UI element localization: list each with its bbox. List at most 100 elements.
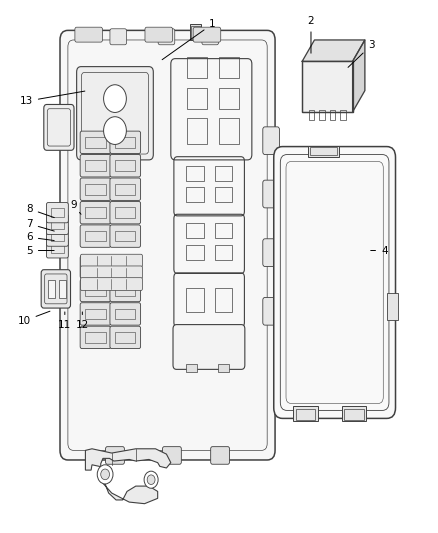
Bar [51,231,64,241]
Bar [115,160,135,171]
FancyBboxPatch shape [46,226,68,246]
FancyBboxPatch shape [211,447,230,464]
Text: 2: 2 [307,17,314,53]
Polygon shape [302,40,365,61]
Text: 10: 10 [18,311,50,326]
Bar [186,364,197,372]
Bar [296,409,315,420]
Bar [219,88,239,109]
FancyBboxPatch shape [75,27,102,42]
FancyBboxPatch shape [41,270,71,308]
Bar [191,26,200,39]
Bar [342,406,366,421]
Bar [115,285,135,296]
Text: 4: 4 [371,246,388,255]
Bar [215,187,232,202]
Bar [85,160,106,171]
Bar [85,285,106,296]
Text: 12: 12 [76,312,89,330]
Circle shape [103,117,127,144]
FancyBboxPatch shape [81,278,142,290]
Bar [308,146,339,157]
FancyBboxPatch shape [110,326,141,349]
Bar [85,207,106,218]
Text: 9: 9 [70,200,81,214]
FancyBboxPatch shape [60,30,275,460]
Bar [187,57,207,78]
FancyBboxPatch shape [80,201,111,224]
Bar [51,208,64,217]
FancyBboxPatch shape [80,155,111,177]
FancyBboxPatch shape [110,178,141,200]
FancyBboxPatch shape [81,254,142,267]
Text: 6: 6 [26,232,54,242]
Bar [215,245,232,260]
FancyBboxPatch shape [202,29,219,45]
Bar [85,137,106,148]
FancyBboxPatch shape [110,131,141,154]
FancyBboxPatch shape [110,201,141,224]
FancyBboxPatch shape [80,303,111,325]
FancyBboxPatch shape [80,225,111,247]
Bar [186,187,204,202]
Text: 7: 7 [26,219,54,231]
Bar [51,243,64,253]
FancyBboxPatch shape [81,266,142,279]
FancyBboxPatch shape [46,238,68,258]
FancyBboxPatch shape [263,180,279,208]
FancyBboxPatch shape [263,127,279,155]
Bar [187,88,207,109]
Text: 8: 8 [26,204,54,217]
FancyBboxPatch shape [80,178,111,200]
Bar [215,288,232,312]
FancyBboxPatch shape [110,225,141,247]
Bar [219,118,239,144]
Bar [115,184,135,195]
Bar [115,309,135,319]
Circle shape [97,465,113,484]
FancyBboxPatch shape [110,279,141,302]
Circle shape [144,471,158,488]
Bar [115,137,135,148]
Bar [310,147,337,155]
FancyBboxPatch shape [162,447,181,464]
Bar [48,280,55,298]
FancyBboxPatch shape [110,256,141,278]
FancyBboxPatch shape [80,279,111,302]
Bar [344,409,364,420]
Bar [302,61,353,112]
Bar [85,309,106,319]
Text: 13: 13 [20,91,85,106]
FancyBboxPatch shape [274,147,396,418]
Bar [218,364,229,372]
Text: 11: 11 [58,312,71,330]
FancyBboxPatch shape [110,29,127,45]
Bar [186,288,204,312]
FancyBboxPatch shape [158,29,175,45]
Circle shape [147,475,155,484]
Bar [215,223,232,238]
Bar [186,223,204,238]
FancyBboxPatch shape [80,326,111,349]
Bar [85,262,106,272]
FancyBboxPatch shape [77,67,153,160]
Bar [115,262,135,272]
FancyBboxPatch shape [44,104,74,150]
Bar [219,57,239,78]
Bar [85,184,106,195]
FancyBboxPatch shape [110,155,141,177]
FancyBboxPatch shape [46,203,68,223]
Circle shape [101,469,110,480]
Circle shape [103,85,127,112]
FancyBboxPatch shape [80,131,111,154]
FancyBboxPatch shape [145,27,173,42]
Bar [302,61,353,112]
Bar [59,280,66,298]
Bar [85,332,106,343]
Bar [319,110,325,120]
Bar [85,231,106,241]
FancyBboxPatch shape [263,297,279,325]
Bar [330,110,335,120]
FancyBboxPatch shape [80,256,111,278]
Polygon shape [353,40,365,112]
